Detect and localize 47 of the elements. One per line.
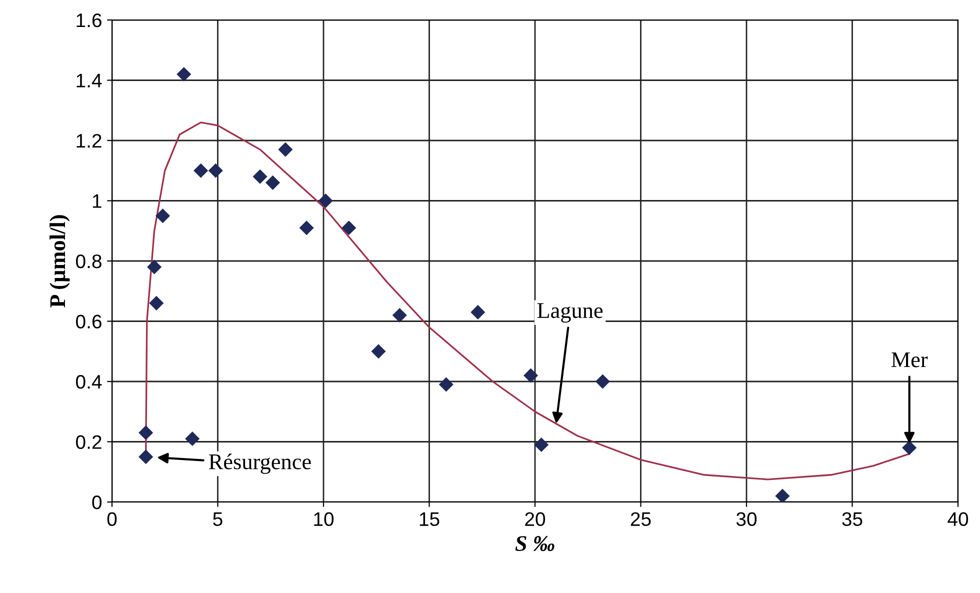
y-tick-label: 1.2	[76, 134, 102, 148]
annotation: Lagune	[537, 303, 603, 323]
x-tick-label: 0	[107, 512, 117, 526]
x-tick-label: 15	[420, 512, 440, 526]
x-tick-label: 25	[630, 512, 651, 526]
y-tick-label: 0.8	[76, 254, 102, 268]
point	[775, 488, 790, 502]
point	[149, 296, 164, 310]
y-tick-label: 1.6	[76, 13, 102, 28]
x-tick-label: 5	[213, 512, 222, 526]
point	[155, 208, 170, 224]
point	[534, 437, 549, 452]
point	[252, 169, 268, 184]
annotation: Résurgence	[208, 454, 311, 474]
point	[318, 193, 333, 208]
point	[138, 450, 154, 464]
y-tick-label: 0.2	[76, 435, 102, 449]
point	[902, 440, 917, 456]
y-tick-label: 0.4	[76, 374, 102, 389]
x-tick-label: 30	[736, 512, 757, 526]
x-tick-label: 20	[525, 512, 546, 526]
x-tick-label: 40	[948, 512, 968, 526]
y-tick-label: 0	[92, 495, 102, 510]
x-tick-label: 35	[842, 512, 862, 526]
point	[371, 344, 386, 359]
point	[194, 163, 208, 178]
annotation: Mer	[891, 352, 928, 368]
point	[470, 304, 486, 320]
point	[523, 368, 538, 383]
point	[438, 377, 454, 392]
point	[265, 175, 280, 190]
point	[278, 142, 293, 157]
x-tick-label: 10	[314, 512, 334, 526]
point	[176, 66, 192, 82]
point	[392, 308, 407, 323]
point	[138, 425, 154, 440]
point	[208, 163, 223, 178]
y-tick-label: 1.4	[76, 74, 102, 88]
y-tick-label: 1	[92, 194, 102, 208]
point	[299, 220, 314, 236]
point	[185, 431, 200, 446]
y-tick-label: 0.6	[76, 314, 102, 328]
point	[342, 220, 356, 236]
point	[147, 260, 162, 274]
x-axis-title: S ‰	[515, 536, 554, 552]
y-axis-title: P (µmol/l)	[50, 215, 70, 308]
point	[595, 374, 610, 389]
